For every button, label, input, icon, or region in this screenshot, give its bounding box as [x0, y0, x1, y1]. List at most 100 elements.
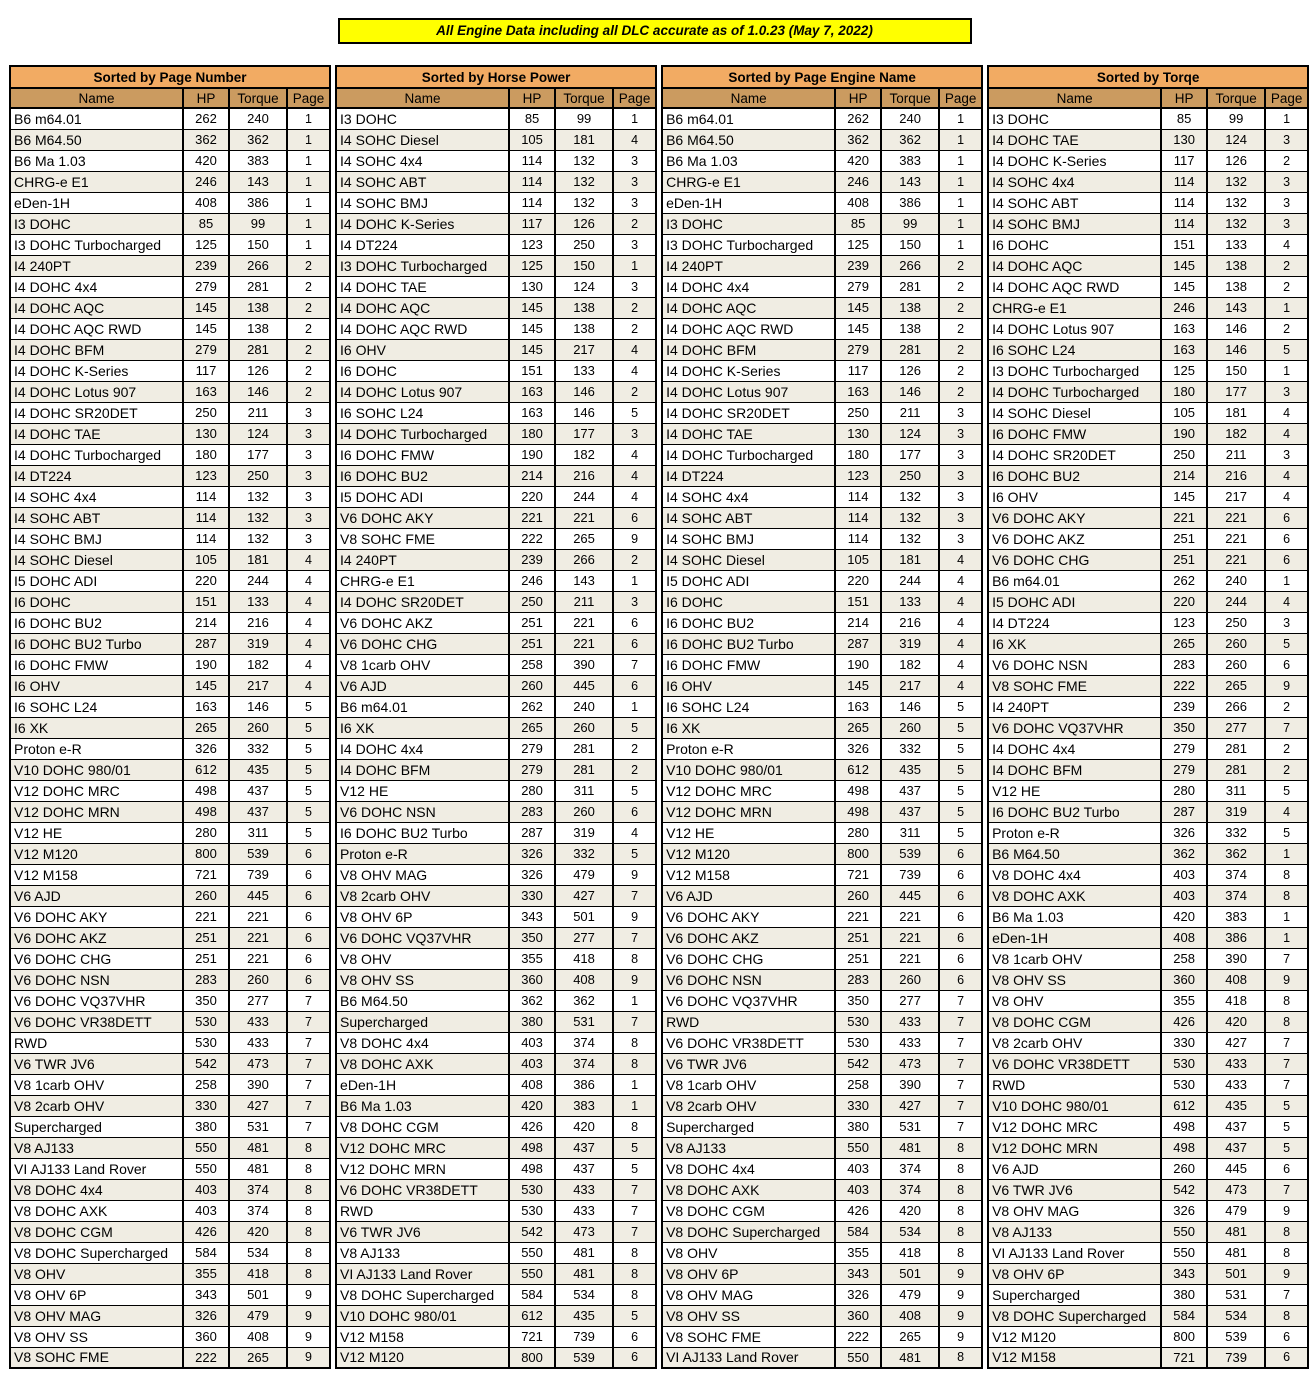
page-cell: 4 — [285, 632, 332, 655]
column-header-name: Name — [335, 87, 511, 109]
engine-row: V8 2carb OHV 330 427 7 — [335, 884, 658, 907]
hp-cell: 123 — [1160, 611, 1209, 634]
torque-cell: 221 — [880, 926, 941, 949]
page-cell: 6 — [938, 926, 984, 949]
torque-cell: 250 — [880, 464, 941, 487]
engine-row: V8 OHV SS 360 408 9 — [335, 968, 658, 991]
engine-row: I4 SOHC 4x4 114 132 3 — [987, 170, 1309, 193]
engine-row: CHRG-e E1 246 143 1 — [335, 569, 658, 592]
torque-cell: 281 — [554, 737, 615, 760]
engine-name-cell: I4 DOHC AQC — [335, 296, 511, 319]
page-cell: 7 — [1264, 947, 1309, 970]
engine-name-cell: V6 TWR JV6 — [661, 1052, 837, 1075]
hp-cell: 287 — [1160, 800, 1209, 823]
torque-cell: 433 — [880, 1031, 941, 1054]
torque-cell: 739 — [880, 863, 941, 886]
page-cell: 4 — [938, 653, 984, 676]
torque-cell: 126 — [228, 359, 288, 382]
engine-name-cell: I4 DT224 — [9, 464, 184, 487]
page-cell: 7 — [612, 1010, 658, 1033]
hp-cell: 262 — [834, 107, 883, 130]
torque-cell: 143 — [228, 170, 288, 193]
torque-cell: 211 — [228, 401, 288, 424]
torque-cell: 150 — [228, 233, 288, 256]
hp-cell: 163 — [834, 380, 883, 403]
engine-name-cell: V6 AJD — [661, 884, 837, 907]
engine-name-cell: V8 1carb OHV — [661, 1073, 837, 1096]
hp-cell: 380 — [182, 1115, 230, 1138]
engine-row: V12 DOHC MRC 498 437 5 — [987, 1115, 1309, 1138]
engine-name-cell: I5 DOHC ADI — [335, 485, 511, 508]
page-cell: 7 — [938, 989, 984, 1012]
page-cell: 2 — [612, 317, 658, 340]
hp-cell: 145 — [508, 317, 557, 340]
hp-cell: 260 — [182, 884, 230, 907]
page-cell: 3 — [1264, 170, 1309, 193]
engine-row: V8 DOHC AXK 403 374 8 — [9, 1199, 332, 1222]
engine-name-cell: I5 DOHC ADI — [661, 569, 837, 592]
hp-cell: 721 — [1160, 1346, 1209, 1369]
page-cell: 7 — [285, 1010, 332, 1033]
hp-cell: 221 — [834, 905, 883, 928]
torque-cell: 150 — [880, 233, 941, 256]
hp-cell: 403 — [182, 1199, 230, 1222]
engine-row: I6 XK 265 260 5 — [335, 716, 658, 739]
engine-row: I4 DOHC TAE 130 124 3 — [661, 422, 984, 445]
torque-cell: 420 — [880, 1199, 941, 1222]
engine-name-cell: V12 DOHC MRC — [9, 779, 184, 802]
torque-cell: 281 — [228, 338, 288, 361]
engine-name-cell: V6 DOHC NSN — [987, 653, 1163, 676]
engine-row: I4 DOHC Lotus 907 163 146 2 — [987, 317, 1309, 340]
torque-cell: 132 — [880, 506, 941, 529]
engine-row: V6 AJD 260 445 6 — [661, 884, 984, 907]
hp-cell: 221 — [182, 905, 230, 928]
page-cell: 4 — [938, 548, 984, 571]
engine-row: V8 1carb OHV 258 390 7 — [9, 1073, 332, 1096]
page-cell: 5 — [612, 779, 658, 802]
hp-cell: 330 — [508, 884, 557, 907]
engine-name-cell: Proton e-R — [987, 821, 1163, 844]
page-cell: 2 — [938, 296, 984, 319]
hp-cell: 498 — [834, 800, 883, 823]
engine-row: I4 SOHC BMJ 114 132 3 — [9, 527, 332, 550]
engine-row: I5 DOHC ADI 220 244 4 — [9, 569, 332, 592]
engine-name-cell: RWD — [9, 1031, 184, 1054]
page-cell: 6 — [285, 884, 332, 907]
torque-cell: 433 — [228, 1010, 288, 1033]
page-cell: 4 — [1264, 800, 1309, 823]
page-cell: 7 — [612, 884, 658, 907]
page-cell: 7 — [285, 1031, 332, 1054]
torque-cell: 427 — [1206, 1031, 1267, 1054]
page-cell: 3 — [285, 485, 332, 508]
page-cell: 4 — [1264, 590, 1309, 613]
hp-cell: 279 — [508, 758, 557, 781]
page-cell: 4 — [938, 611, 984, 634]
torque-cell: 445 — [1206, 1157, 1267, 1180]
torque-cell: 433 — [880, 1010, 941, 1033]
torque-cell: 418 — [228, 1262, 288, 1285]
page-cell: 2 — [285, 380, 332, 403]
hp-cell: 114 — [834, 527, 883, 550]
engine-row: Proton e-R 326 332 5 — [661, 737, 984, 760]
hp-cell: 498 — [182, 779, 230, 802]
engine-name-cell: I6 SOHC L24 — [335, 401, 511, 424]
info-banner: All Engine Data including all DLC accura… — [337, 18, 972, 44]
engine-row: V6 AJD 260 445 6 — [987, 1157, 1309, 1180]
page-cell: 9 — [612, 527, 658, 550]
torque-cell: 374 — [880, 1178, 941, 1201]
torque-cell: 473 — [554, 1220, 615, 1243]
engine-name-cell: V8 1carb OHV — [987, 947, 1163, 970]
page-cell: 7 — [612, 926, 658, 949]
torque-cell: 390 — [554, 653, 615, 676]
engine-name-cell: B6 M64.50 — [661, 128, 837, 151]
torque-cell: 281 — [554, 758, 615, 781]
engine-row: I4 SOHC ABT 114 132 3 — [987, 191, 1309, 214]
tables-container: Sorted by Page Number Name HP Torque Pag… — [0, 65, 1309, 1369]
page-cell: 1 — [285, 191, 332, 214]
hp-cell: 360 — [834, 1304, 883, 1327]
engine-name-cell: V6 DOHC NSN — [335, 800, 511, 823]
hp-cell: 130 — [508, 275, 557, 298]
engine-name-cell: B6 Ma 1.03 — [987, 905, 1163, 928]
torque-cell: 739 — [554, 1325, 615, 1348]
hp-cell: 362 — [1160, 842, 1209, 865]
